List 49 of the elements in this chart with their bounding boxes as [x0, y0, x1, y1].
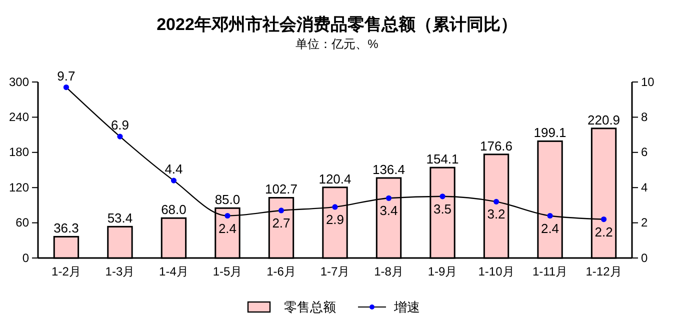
x-tick-label: 1-8月 — [374, 264, 404, 279]
y-tick-label: 120 — [8, 180, 30, 194]
chart-subtitle: 单位：亿元、% — [296, 37, 379, 51]
data-label: 3.4 — [380, 203, 398, 218]
x-tick-label: 1-7月 — [320, 264, 350, 279]
data-label: 85.0 — [214, 192, 240, 208]
data-label: 2.2 — [594, 224, 613, 240]
chart-title: 2022年邓州市社会消费品零售总额（累计同比） — [156, 15, 518, 34]
y-tick-label: 180 — [8, 145, 30, 160]
data-label: 9.7 — [57, 68, 76, 84]
data-label: 176.6 — [480, 138, 513, 154]
data-label: 2.4 — [218, 220, 237, 236]
data-label: 199.1 — [534, 125, 566, 140]
data-label: 6.9 — [110, 118, 130, 133]
data-label: 220.9 — [588, 112, 620, 128]
y2-tick-label: 6 — [641, 145, 648, 160]
x-tick-label: 1-3月 — [105, 264, 135, 279]
data-label: 120.4 — [318, 171, 352, 186]
x-tick-label: 1-6月 — [266, 264, 296, 279]
x-tick-label: 1-4月 — [159, 264, 188, 279]
x-tick-label: 1-2月 — [52, 264, 81, 279]
y-tick-label: 0 — [22, 250, 30, 265]
y2-tick-label: 10 — [641, 74, 655, 89]
y-tick-label: 240 — [8, 110, 30, 124]
y2-tick-label: 8 — [641, 110, 648, 124]
y2-tick-label: 4 — [641, 180, 648, 194]
data-label: 68.0 — [161, 202, 186, 218]
data-label: 3.2 — [487, 206, 506, 222]
y-tick-label: 60 — [16, 216, 30, 230]
x-tick-label: 1-9月 — [428, 264, 458, 279]
data-label: 4.4 — [164, 162, 183, 177]
data-label: 36.3 — [54, 220, 79, 236]
y-tick-label: 300 — [8, 74, 30, 89]
data-label: 3.5 — [433, 201, 452, 216]
x-tick-label: 1-12月 — [586, 264, 622, 279]
data-label: 2.9 — [326, 212, 344, 227]
x-tick-label: 1-10月 — [478, 264, 514, 279]
y2-tick-label: 2 — [641, 216, 648, 230]
data-label: 53.4 — [107, 210, 133, 226]
data-label: 154.1 — [426, 152, 459, 167]
data-label: 136.4 — [372, 162, 406, 177]
legend-label: 零售总额 — [284, 300, 336, 314]
data-label: 102.7 — [264, 182, 298, 197]
data-label: 2.7 — [272, 215, 290, 230]
y2-tick-label: 0 — [641, 250, 648, 265]
legend-label: 增速 — [393, 300, 420, 314]
data-label: 2.4 — [540, 220, 560, 236]
x-tick-label: 1-11月 — [532, 264, 568, 279]
x-tick-label: 1-5月 — [212, 264, 242, 279]
